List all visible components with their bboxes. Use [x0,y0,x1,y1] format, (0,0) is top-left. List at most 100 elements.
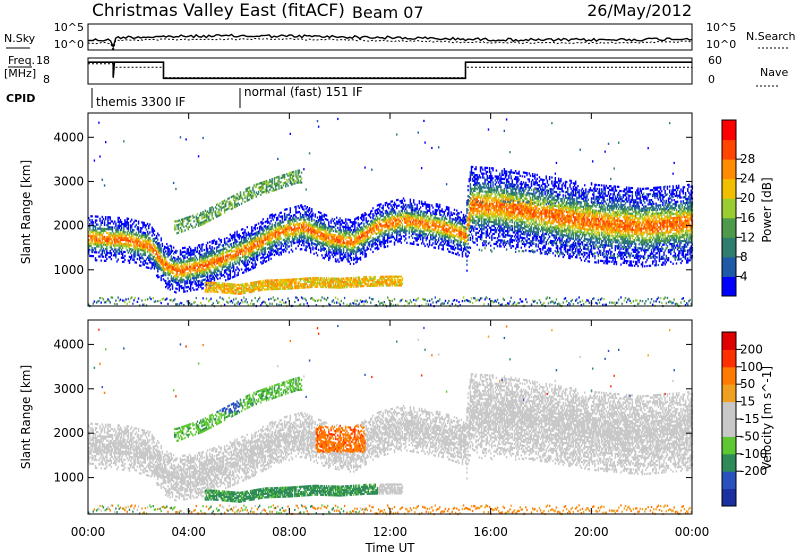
power-cell [318,126,319,128]
power-cell [244,229,245,231]
power-cell [104,252,105,254]
power-cell [279,234,280,236]
power-cell [387,245,388,247]
power-cell [115,252,116,254]
power-cell [106,250,107,252]
power-cell [331,218,332,220]
power-cell [301,244,302,246]
power-cell [123,227,124,229]
power-cell [217,278,218,280]
power-cell [313,219,314,221]
power-cell [233,298,234,300]
power-cell [347,225,348,227]
power-cell [363,223,364,225]
power-cell [270,258,271,260]
power-cell [245,252,246,254]
power-cell [303,244,304,246]
freq-label: Freq. [8,54,35,67]
power-cell [176,303,177,305]
power-cell [133,237,134,239]
power-cell [114,246,115,248]
power-cell [310,249,311,251]
power-cell [209,213,210,215]
power-cell [99,255,100,257]
power-cell [261,237,262,239]
power-cell [304,205,305,207]
power-cell [286,216,287,218]
power-cell [155,300,156,302]
power-cell [120,299,121,301]
power-cell [273,219,274,221]
power-cell [177,226,178,228]
power-cell [359,276,360,278]
power-cell [197,213,198,215]
power-cell [209,267,210,269]
power-cell [285,185,286,187]
power-cell [198,217,199,219]
power-cell [363,229,364,231]
station-title: Christmas Valley East (fitACF) [92,1,345,21]
power-cell [94,159,95,161]
power-cell [244,261,245,263]
power-cell [221,213,222,215]
power-cell [271,182,272,184]
power-cell [207,258,208,260]
power-cell [327,219,328,221]
power-cell [242,198,243,200]
power-cell [153,297,154,299]
power-cell [197,258,198,260]
power-cell [258,191,259,193]
power-cell [317,254,318,256]
power-cell [241,195,242,197]
power-cell [249,186,250,188]
power-cell [269,303,270,305]
power-cell [354,246,355,248]
power-cell [189,262,190,264]
power-cell [273,296,274,298]
power-cell [353,253,354,255]
power-cell [256,263,257,265]
power-cell [318,299,319,301]
power-cell [355,303,356,305]
power-cell [137,258,138,260]
power-cell [175,228,176,230]
power-cell [142,257,143,259]
power-cell [191,303,192,305]
power-cell [120,219,121,221]
power-cell [218,209,219,211]
power-cell [262,187,263,189]
power-cell [271,184,272,186]
power-cell [369,245,370,247]
power-cell [278,188,279,190]
power-cell [133,259,134,261]
power-cell [240,191,241,193]
power-cell [275,233,276,235]
power-cell [165,272,166,274]
power-cell [385,204,386,206]
power-cell [201,246,202,248]
power-cell [269,223,270,225]
power-cell [278,184,279,186]
power-cell [96,259,97,261]
power-cell [254,260,255,262]
power-cell [330,222,331,224]
power-cell [228,246,229,248]
power-cell [242,252,243,254]
power-cell [268,191,269,193]
power-cell [329,255,330,257]
power-cell [105,216,106,218]
power-cell [226,237,227,239]
power-cell [110,256,111,258]
power-cell [215,210,216,212]
power-cell [305,188,306,190]
power-cell [269,189,270,191]
power-cell [298,179,299,181]
power-cell [104,236,105,238]
power-cell [181,302,182,304]
power-cell [294,242,295,244]
power-cell [137,301,138,303]
power-cell [308,232,309,234]
power-cell [124,301,125,303]
power-cell [95,225,96,227]
power-cell [348,261,349,263]
